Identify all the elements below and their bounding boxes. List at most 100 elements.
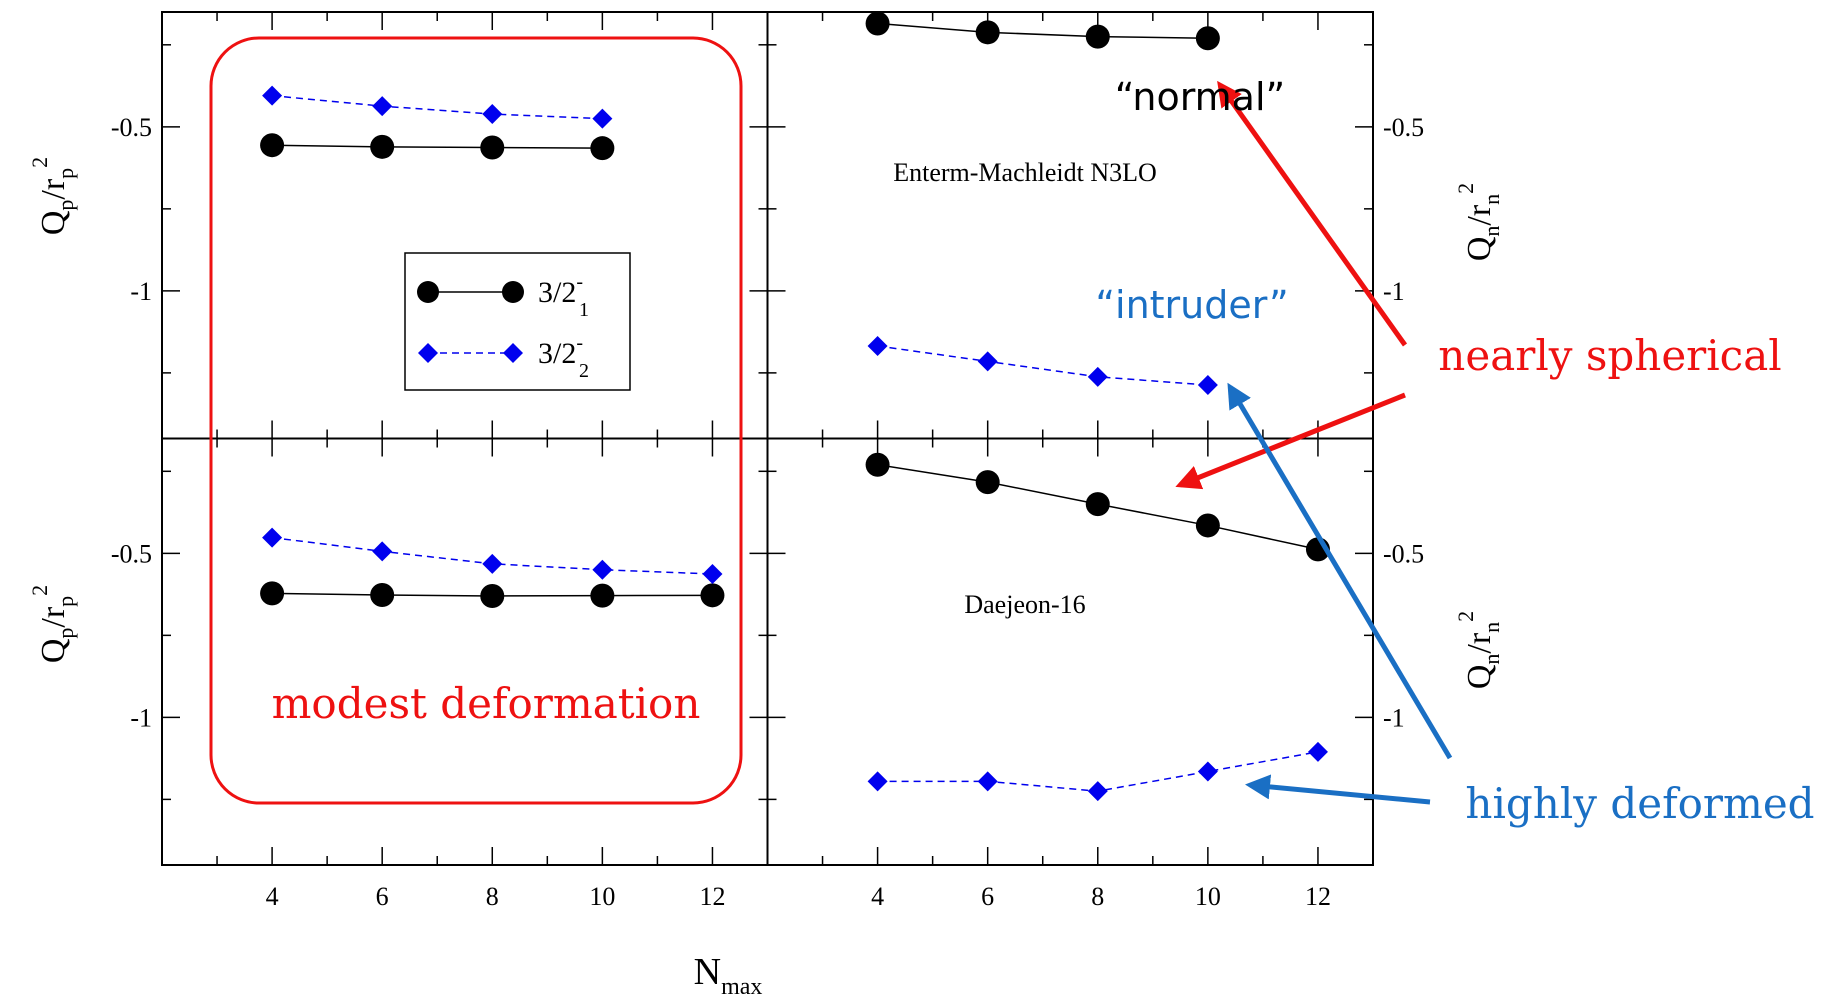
y-tick-label: -1: [130, 703, 152, 732]
x-tick-label: 12: [699, 882, 725, 911]
y-left-mid: /r: [35, 606, 72, 627]
data-point-diamond: [1197, 375, 1218, 396]
data-point-circle: [370, 134, 395, 159]
svg-text:Qp/rp2: Qp/rp2: [27, 585, 78, 663]
x-axis-sub: max: [721, 974, 762, 1000]
data-point-circle: [1085, 24, 1110, 49]
data-point-circle: [700, 583, 725, 608]
x-axis-base: N: [694, 951, 721, 993]
y-right-sub2: n: [1479, 194, 1504, 205]
series-line-3-2-1-top-right: [877, 22, 1208, 39]
y-tick-label: -0.5: [1383, 539, 1424, 568]
highly-deformed-label: highly deformed: [1465, 779, 1814, 828]
data-point-circle: [260, 133, 285, 158]
y-right-sub1: n: [1479, 226, 1504, 237]
panel-title-bottom-right: Daejeon-16: [964, 590, 1085, 619]
y-axis-title-right-top: Qn/rn2: [1453, 183, 1504, 261]
data-point-diamond: [1087, 781, 1108, 802]
y-right-mid: /r: [1461, 204, 1498, 225]
data-point-diamond: [977, 351, 998, 372]
series-line-3-2-2-top-left: [272, 94, 603, 120]
panel-title-top-right: Enterm-Machleidt N3LO: [893, 158, 1157, 187]
y-tick-label: -1: [130, 277, 152, 306]
svg-text:Qn/rn2: Qn/rn2: [1453, 183, 1504, 261]
data-point-diamond: [1087, 366, 1108, 387]
data-point-circle: [480, 583, 505, 608]
x-tick-label: 6: [376, 882, 389, 911]
data-point-diamond: [372, 541, 393, 562]
ticks-layer: -1 -0.5 -1 -0.5 4 6 8 10 12 -1 -0.5 4 6 8 10 12 -1 -0.5: [111, 12, 1424, 911]
series-layer: [260, 11, 1330, 802]
y-left-base: Q: [35, 639, 72, 664]
y-tick-label: -0.5: [111, 539, 152, 568]
data-point-circle: [975, 20, 1000, 45]
svg-text:Qp/rp2: Qp/rp2: [27, 157, 78, 235]
y-left-sub1: p: [53, 200, 78, 211]
arrow-highly-deformed-to-bottom: [1245, 774, 1431, 805]
y-left-sub2: p: [53, 168, 78, 179]
y-right-sup: 2: [1453, 611, 1478, 622]
x-tick-label: 10: [589, 882, 615, 911]
y-left-mid: /r: [35, 178, 72, 199]
y-right-sup: 2: [1453, 183, 1478, 194]
x-tick-label: 4: [266, 882, 279, 911]
data-point-diamond: [592, 559, 613, 580]
y-axis-title-left-top: Qp/rp2: [27, 157, 78, 235]
modest-deformation-box: [209, 36, 743, 805]
legend-label-series1: 3/2-1: [538, 271, 589, 321]
arrow-nearly-spherical-to-normal: [1217, 80, 1408, 347]
legend-label-series2: 3/2-2: [538, 332, 589, 382]
legend-marker-series2-right: [503, 343, 523, 363]
y-tick-label: -0.5: [111, 113, 152, 142]
y-right-base: Q: [1461, 237, 1498, 262]
data-point-diamond: [262, 85, 283, 106]
y-left-sup: 2: [27, 157, 52, 168]
data-point-diamond: [867, 771, 888, 792]
y-right-sub2: n: [1479, 622, 1504, 633]
arrow-nearly-spherical-to-bottom: [1175, 392, 1406, 490]
data-point-circle: [1085, 492, 1110, 517]
nearly-spherical-label: nearly spherical: [1438, 331, 1781, 380]
x-axis-title: Nmax: [694, 951, 763, 1000]
y-right-base: Q: [1461, 665, 1498, 690]
x-tick-label: 8: [1091, 882, 1104, 911]
data-point-diamond: [702, 563, 723, 584]
data-point-circle: [1195, 26, 1220, 51]
data-point-circle: [865, 452, 890, 477]
data-point-circle: [370, 582, 395, 607]
data-point-diamond: [372, 96, 393, 117]
normal-label: “normal”: [1115, 75, 1285, 119]
data-point-diamond: [867, 335, 888, 356]
legend-marker-series2-left: [418, 343, 438, 363]
y-axis-title-right-bottom: Qn/rn2: [1453, 611, 1504, 689]
x-tick-label: 4: [871, 882, 884, 911]
arrow-highly-deformed-to-intruder: [1227, 382, 1453, 760]
x-tick-label: 8: [486, 882, 499, 911]
data-point-circle: [590, 583, 615, 608]
data-point-diamond: [1307, 741, 1328, 762]
y-tick-label: -0.5: [1383, 113, 1424, 142]
series-line-3-2-2-top-right: [877, 345, 1208, 386]
series-line-3-2-1-top-left: [272, 144, 603, 149]
data-point-circle: [1195, 513, 1220, 538]
y-left-sub1: p: [53, 628, 78, 639]
svg-text:Qn/rn2: Qn/rn2: [1453, 611, 1504, 689]
legend-marker-series1-right: [502, 281, 524, 303]
legend-box: [404, 252, 631, 391]
data-point-circle: [975, 470, 1000, 495]
y-tick-label: -1: [1383, 277, 1405, 306]
x-tick-label: 6: [981, 882, 994, 911]
data-point-circle: [260, 581, 285, 606]
legend-marker-series1-left: [417, 281, 439, 303]
legend: 3/2-1 3/2-2: [404, 252, 631, 391]
data-point-circle: [590, 136, 615, 161]
y-right-sub1: n: [1479, 654, 1504, 665]
data-point-diamond: [977, 771, 998, 792]
modest-deformation-label: modest deformation: [272, 679, 701, 728]
x-tick-label: 12: [1305, 882, 1331, 911]
y-left-sup: 2: [27, 585, 52, 596]
data-point-circle: [865, 11, 890, 36]
x-tick-label: 10: [1195, 882, 1221, 911]
data-point-diamond: [1197, 761, 1218, 782]
